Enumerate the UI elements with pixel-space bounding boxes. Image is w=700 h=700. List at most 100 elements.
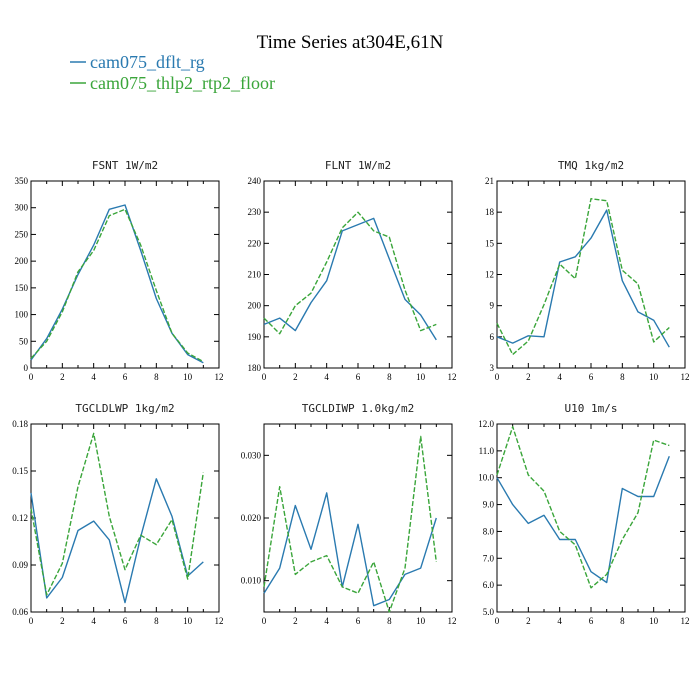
x-tick-label: 10	[649, 372, 659, 382]
x-tick-label: 8	[620, 616, 625, 626]
x-tick-label: 6	[589, 616, 594, 626]
series-line-thlp2-rtp2-floor	[496, 426, 670, 589]
x-tick-label: 0	[495, 372, 500, 382]
x-tick-label: 10	[649, 616, 659, 626]
x-tick-label: 2	[293, 372, 298, 382]
series-line-dflt-rg	[263, 217, 437, 341]
x-tick-label: 6	[356, 372, 361, 382]
y-tick-label: 0.12	[12, 513, 28, 523]
x-tick-label: 0	[262, 372, 267, 382]
y-tick-label: 6	[490, 332, 495, 342]
legend-label-thlp2-rtp2-floor: cam075_thlp2_rtp2_floor	[90, 73, 275, 93]
x-tick-label: 12	[681, 372, 690, 382]
y-tick-label: 230	[248, 207, 262, 217]
x-tick-label: 8	[154, 372, 159, 382]
x-tick-label: 12	[681, 616, 690, 626]
y-tick-label: 3	[490, 363, 495, 373]
y-tick-label: 10.0	[478, 473, 494, 483]
x-tick-label: 0	[29, 616, 34, 626]
y-tick-label: 200	[15, 256, 29, 266]
series-line-thlp2-rtp2-floor	[30, 208, 204, 363]
series-line-thlp2-rtp2-floor	[30, 432, 204, 596]
x-tick-label: 8	[620, 372, 625, 382]
x-tick-label: 2	[60, 616, 65, 626]
x-tick-label: 0	[262, 616, 267, 626]
y-tick-label: 150	[15, 283, 29, 293]
series-line-thlp2-rtp2-floor	[496, 197, 670, 356]
y-tick-label: 9	[490, 301, 495, 311]
y-tick-label: 5.0	[483, 607, 495, 617]
x-tick-label: 0	[495, 616, 500, 626]
x-tick-label: 12	[215, 616, 224, 626]
y-tick-label: 0.15	[12, 466, 28, 476]
y-tick-label: 18	[485, 207, 495, 217]
y-tick-label: 7.0	[483, 553, 495, 563]
chart-panel-5: TGCLDIWP 1.0kg/m2 0 2 4 6 8 10 12 0.010 0.020 0.03…	[241, 402, 457, 626]
y-tick-label: 0.030	[241, 450, 262, 460]
y-tick-label: 100	[15, 310, 29, 320]
x-tick-label: 4	[557, 616, 562, 626]
series-line-thlp2-rtp2-floor	[263, 435, 437, 613]
y-tick-label: 8.0	[483, 526, 495, 536]
y-tick-label: 6.0	[483, 580, 495, 590]
y-tick-label: 50	[19, 336, 29, 346]
x-tick-label: 12	[448, 372, 457, 382]
y-tick-label: 190	[248, 332, 262, 342]
x-tick-label: 8	[387, 372, 392, 382]
x-tick-label: 6	[589, 372, 594, 382]
x-tick-label: 6	[356, 616, 361, 626]
x-tick-label: 10	[416, 372, 426, 382]
y-tick-label: 250	[15, 229, 29, 239]
y-tick-label: 240	[248, 176, 262, 186]
y-tick-label: 15	[485, 238, 495, 248]
x-tick-label: 2	[60, 372, 65, 382]
x-tick-label: 4	[91, 372, 96, 382]
x-tick-label: 12	[448, 616, 457, 626]
x-tick-label: 4	[557, 372, 562, 382]
legend: cam075_dflt_rg cam075_thlp2_rtp2_floor	[70, 52, 275, 93]
x-tick-label: 6	[123, 372, 128, 382]
y-tick-label: 11.0	[479, 446, 495, 456]
y-tick-label: 0.020	[241, 513, 262, 523]
y-tick-label: 21	[485, 176, 494, 186]
legend-label-dflt-rg: cam075_dflt_rg	[90, 52, 205, 72]
panel-title: TMQ 1kg/m2	[558, 159, 624, 172]
panel-title: TGCLDIWP 1.0kg/m2	[302, 402, 415, 415]
x-tick-label: 0	[29, 372, 34, 382]
y-tick-label: 180	[248, 363, 262, 373]
x-tick-label: 4	[91, 616, 96, 626]
panel-title: FSNT 1W/m2	[92, 159, 158, 172]
y-tick-label: 12	[485, 270, 494, 280]
chart-panel-4: TGCLDLWP 1kg/m2 0 2 4 6 8 10 12 0.06 0.09 0.12 0.15…	[12, 402, 223, 626]
panel-title: TGCLDLWP 1kg/m2	[75, 402, 174, 415]
y-tick-label: 0.010	[241, 576, 262, 586]
chart-panel-2: FLNT 1W/m2 0 2 4 6 8 10 12 180 190 200 210 220 230 240	[248, 159, 457, 382]
x-tick-label: 10	[416, 616, 426, 626]
x-tick-label: 6	[123, 616, 128, 626]
x-tick-label: 2	[526, 372, 531, 382]
panel-title: FLNT 1W/m2	[325, 159, 391, 172]
x-tick-label: 10	[183, 616, 193, 626]
y-tick-label: 200	[248, 301, 262, 311]
y-tick-label: 0.09	[12, 560, 28, 570]
y-tick-label: 210	[248, 270, 262, 280]
x-tick-label: 2	[526, 616, 531, 626]
x-tick-label: 8	[387, 616, 392, 626]
y-tick-label: 0.06	[12, 607, 28, 617]
chart-panels: FSNT 1W/m20 2 4 6 8 10 12050100150200250300350…	[12, 159, 689, 626]
series-line-dflt-rg	[496, 455, 670, 584]
series-line-thlp2-rtp2-floor	[263, 211, 437, 335]
x-tick-label: 2	[293, 616, 298, 626]
series-line-dflt-rg	[30, 478, 204, 604]
y-tick-label: 300	[15, 203, 29, 213]
y-tick-label: 12.0	[478, 419, 494, 429]
y-tick-label: 350	[15, 176, 29, 186]
figure-title: Time Series at304E,61N	[257, 32, 444, 53]
y-tick-label: 0	[24, 363, 29, 373]
y-tick-label: 220	[248, 238, 262, 248]
x-tick-label: 12	[215, 372, 224, 382]
series-line-dflt-rg	[496, 209, 670, 348]
x-tick-label: 4	[324, 616, 329, 626]
